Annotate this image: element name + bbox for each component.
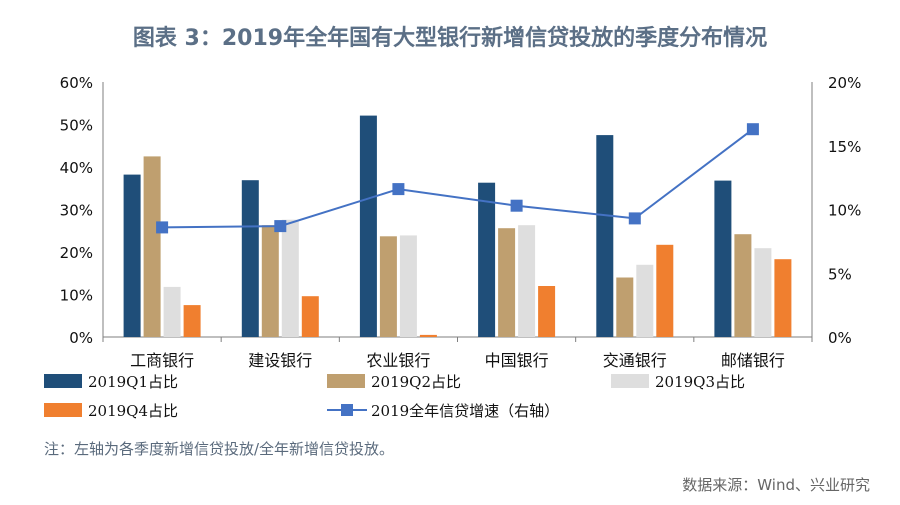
legend-swatch-1 xyxy=(44,374,82,388)
growth-marker-2 xyxy=(392,183,405,196)
legend-label: 2019Q2占比 xyxy=(371,373,461,391)
growth-marker-1 xyxy=(274,220,287,233)
axes xyxy=(102,82,813,342)
bar-4-1 xyxy=(301,296,319,337)
chart: 0% 10% 20% 30% 40% 50% 60% 0% 5% 10% 15% 20% 工商银行 建设… xyxy=(44,74,862,420)
legend-swatch-2 xyxy=(327,374,365,388)
bar-1-4 xyxy=(596,135,614,337)
bar-2-2 xyxy=(379,236,397,337)
data-source: 数据来源：Wind、兴业研究 xyxy=(682,476,870,494)
y-left-tick-label: 30% xyxy=(60,202,93,220)
bar-3-2 xyxy=(399,235,417,337)
y-left-tick-label: 10% xyxy=(60,287,93,305)
y-right-tick-label: 20% xyxy=(828,74,861,92)
legend-label: 2019全年信贷增速（右轴） xyxy=(371,402,559,420)
y-right-tick-label: 0% xyxy=(828,329,852,347)
legend: 2019Q1占比 2019Q2占比 2019Q3占比 2019Q4占比 2019全年信贷… xyxy=(44,373,745,420)
bar-1-2 xyxy=(359,115,377,337)
bar-2-4 xyxy=(616,277,634,337)
y-left-tick-label: 40% xyxy=(60,159,93,177)
legend-label: 2019Q4占比 xyxy=(88,402,178,420)
bar-3-3 xyxy=(518,225,536,337)
bar-4-4 xyxy=(656,244,674,337)
legend-swatch-3 xyxy=(611,374,649,388)
bar-1-1 xyxy=(241,180,259,337)
chart-note: 注：左轴为各季度新增信贷投放/全年新增信贷投放。 xyxy=(44,440,395,458)
bar-2-3 xyxy=(498,228,516,337)
category-label: 交通银行 xyxy=(603,351,667,370)
bar-2-5 xyxy=(734,234,752,337)
growth-marker-5 xyxy=(746,123,759,136)
category-label: 建设银行 xyxy=(248,351,312,370)
chart-title: 图表 3：2019年全年国有大型银行新增信贷投放的季度分布情况 xyxy=(132,26,768,51)
growth-marker-0 xyxy=(156,221,169,234)
y-right-tick-label: 15% xyxy=(828,138,861,156)
legend-marker-swatch xyxy=(341,404,353,416)
bar-3-0 xyxy=(163,286,181,337)
bar-3-1 xyxy=(281,219,299,337)
legend-swatch-4 xyxy=(44,403,82,417)
legend-label: 2019Q1占比 xyxy=(88,373,178,391)
category-label: 邮储银行 xyxy=(721,351,785,370)
category-label: 农业银行 xyxy=(366,351,430,370)
growth-marker-3 xyxy=(510,199,523,212)
bar-3-4 xyxy=(636,264,654,338)
growth-marker-4 xyxy=(628,212,641,225)
tick-labels: 0% 10% 20% 30% 40% 50% 60% 0% 5% 10% 15% 20% xyxy=(60,74,862,347)
category-labels: 工商银行 建设银行 农业银行 中国银行 交通银行 邮储银行 xyxy=(130,351,785,370)
legend-label: 2019Q3占比 xyxy=(655,373,745,391)
growth-line-path xyxy=(162,128,754,229)
bar-1-0 xyxy=(123,174,141,337)
y-left-tick-label: 0% xyxy=(69,329,93,347)
bar-4-2 xyxy=(419,334,437,337)
y-left-tick-label: 20% xyxy=(60,244,93,262)
bars xyxy=(123,115,792,338)
bar-3-5 xyxy=(754,248,772,337)
category-label: 工商银行 xyxy=(130,351,194,370)
bar-1-3 xyxy=(478,182,496,337)
y-left-tick-label: 60% xyxy=(60,74,93,92)
growth-line xyxy=(156,123,759,234)
y-right-tick-label: 5% xyxy=(828,265,852,283)
bar-1-5 xyxy=(714,180,732,337)
category-label: 中国银行 xyxy=(485,351,549,370)
y-left-tick-label: 50% xyxy=(60,117,93,135)
bar-4-3 xyxy=(538,286,556,337)
y-right-tick-label: 10% xyxy=(828,202,861,220)
bar-4-0 xyxy=(183,305,201,337)
bar-4-5 xyxy=(774,259,792,337)
bar-2-0 xyxy=(143,156,161,337)
bar-2-1 xyxy=(261,225,279,337)
